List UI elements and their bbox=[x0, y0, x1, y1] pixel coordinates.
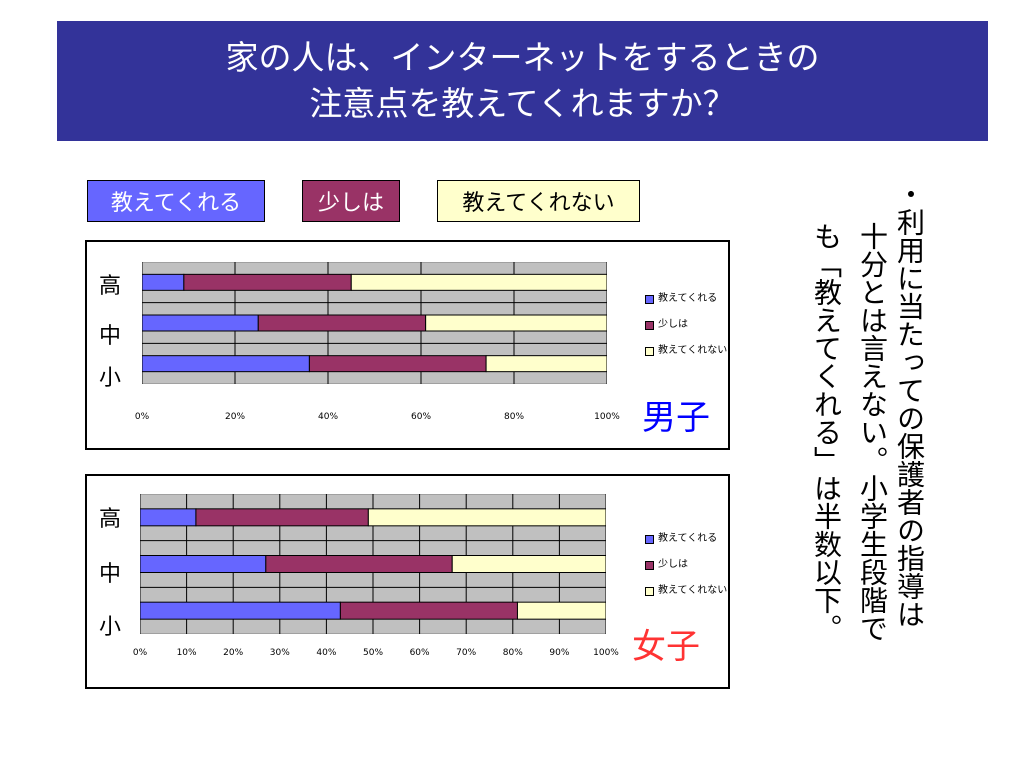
title-bar: 家の人は、インターネットをするときの 注意点を教えてくれますか？ bbox=[57, 21, 988, 141]
x-tick-label: 20% bbox=[223, 648, 244, 658]
legend-label-not: 教えてくれない bbox=[658, 345, 728, 356]
bar-somewhat bbox=[195, 508, 369, 527]
boys-plot-area bbox=[142, 262, 607, 384]
legend-box-not: 教えてくれない bbox=[437, 180, 640, 222]
legend-box-somewhat: 少しは bbox=[302, 180, 400, 222]
x-tick-label: 0% bbox=[132, 648, 148, 658]
bar-not bbox=[516, 601, 606, 620]
x-tick-label: 80% bbox=[502, 648, 523, 658]
x-tick-label: 40% bbox=[316, 648, 337, 658]
legend-swatch-not bbox=[645, 586, 654, 596]
legend-swatch-somewhat bbox=[645, 560, 654, 570]
legend-item-somewhat: 少しは bbox=[645, 312, 727, 338]
girls-label: 女子 bbox=[632, 627, 700, 667]
x-tick-label: 30% bbox=[269, 648, 290, 658]
girls-legend: 教えてくれる 少しは 教えてくれない bbox=[645, 526, 727, 604]
x-tick-label: 0% bbox=[134, 412, 150, 422]
bar-not bbox=[425, 314, 607, 332]
bar-somewhat bbox=[183, 273, 352, 291]
bar-somewhat bbox=[339, 601, 518, 620]
legend-label-somewhat: 少しは bbox=[658, 559, 688, 570]
y-label-middle: 中 bbox=[99, 324, 122, 349]
x-tick-label: 80% bbox=[503, 412, 525, 422]
x-tick-label: 60% bbox=[409, 648, 430, 658]
legend-label-somewhat: 少しは bbox=[658, 319, 688, 330]
bar-not bbox=[367, 508, 606, 527]
bar-not bbox=[451, 555, 606, 573]
x-tick-label: 90% bbox=[549, 648, 570, 658]
legend-item-not: 教えてくれない bbox=[645, 338, 727, 364]
y-label-high: 高 bbox=[99, 274, 122, 299]
legend-item-not: 教えてくれない bbox=[645, 578, 727, 604]
bar-teaches bbox=[142, 273, 185, 291]
bar-somewhat bbox=[257, 314, 427, 332]
y-label-elementary: 小 bbox=[99, 615, 122, 640]
y-label-elementary: 小 bbox=[99, 366, 122, 391]
legend-item-teaches: 教えてくれる bbox=[645, 526, 727, 552]
bar-teaches bbox=[140, 601, 341, 620]
side-note-line-3: も「教えてくれる」は半数以下。 bbox=[810, 222, 843, 642]
legend-box-teaches: 教えてくれる bbox=[87, 180, 265, 222]
bar-teaches bbox=[142, 355, 310, 373]
girls-plot-area bbox=[140, 494, 606, 634]
x-tick-label: 40% bbox=[317, 412, 339, 422]
legend-swatch-somewhat bbox=[645, 320, 654, 330]
x-tick-label: 100% bbox=[593, 648, 619, 658]
title-line-2: 注意点を教えてくれますか？ bbox=[309, 84, 736, 123]
bar-not bbox=[485, 355, 607, 373]
bar-teaches bbox=[140, 508, 197, 527]
boys-label: 男子 bbox=[642, 398, 710, 438]
legend-item-teaches: 教えてくれる bbox=[645, 286, 727, 312]
bar-somewhat bbox=[265, 555, 453, 573]
legend-label-teaches: 教えてくれる bbox=[658, 293, 718, 304]
y-label-high: 高 bbox=[99, 507, 122, 532]
x-tick-label: 60% bbox=[410, 412, 432, 422]
bar-not bbox=[350, 273, 607, 291]
x-tick-label: 10% bbox=[176, 648, 197, 658]
boys-legend: 教えてくれる 少しは 教えてくれない bbox=[645, 286, 727, 364]
girls-chart-panel: 高 中 小 0% 10% 20% 30% 40% 50% 60% 70% 80% 90% 100% … bbox=[85, 474, 730, 689]
side-note-line-1: ・利用に当たっての保護者の指導は bbox=[893, 180, 926, 628]
legend-label-teaches: 教えてくれる bbox=[658, 533, 718, 544]
y-label-middle: 中 bbox=[99, 562, 122, 587]
legend-swatch-not bbox=[645, 346, 654, 356]
x-tick-label: 100% bbox=[594, 412, 620, 422]
side-note-line-2: 十分とは言えない。小学生段階で bbox=[856, 222, 889, 642]
legend-item-somewhat: 少しは bbox=[645, 552, 727, 578]
bar-teaches bbox=[142, 314, 259, 332]
legend-label-not: 教えてくれない bbox=[658, 585, 728, 596]
title-line-1: 家の人は、インターネットをするときの bbox=[225, 38, 820, 77]
x-tick-label: 50% bbox=[362, 648, 384, 658]
legend-swatch-teaches bbox=[645, 534, 654, 544]
x-tick-label: 70% bbox=[456, 648, 477, 658]
x-tick-label: 20% bbox=[224, 412, 246, 422]
legend-swatch-teaches bbox=[645, 294, 654, 304]
boys-chart-panel: 高 中 小 0% 20% 40% 60% 80% 100% 教えてくれる 少しは 教えてく… bbox=[85, 240, 730, 450]
bar-teaches bbox=[140, 555, 267, 573]
bar-somewhat bbox=[308, 355, 487, 373]
